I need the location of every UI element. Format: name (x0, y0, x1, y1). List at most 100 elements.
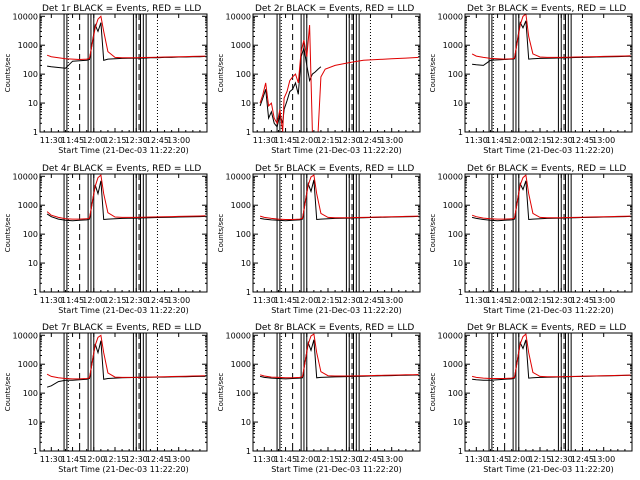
x-tick-label: 12:00 (507, 136, 530, 145)
y-tick-label: 10 (453, 259, 463, 268)
x-axis-label: Start Time (21-Dec-03 11:22:20) (271, 146, 402, 155)
x-tick-label: 11:45 (486, 136, 509, 145)
x-tick-label: 13:00 (380, 455, 403, 464)
series-events (259, 339, 419, 380)
plot-frame (39, 13, 208, 133)
series-events (46, 180, 206, 222)
y-tick-label: 1 (458, 288, 463, 297)
x-tick-label: 11:30 (465, 136, 488, 145)
x-axis-label: Start Time (21-Dec-03 11:22:20) (483, 465, 614, 474)
x-tick-label: 11:30 (465, 455, 488, 464)
y-tick-label: 100 (23, 230, 38, 239)
y-tick-label: 1 (246, 128, 251, 137)
series-lld (259, 24, 419, 132)
x-tick-label: 11:30 (465, 296, 488, 305)
x-tick-label: 12:45 (146, 296, 169, 305)
x-tick-label: 12:00 (295, 296, 318, 305)
x-tick-label: 11:30 (40, 296, 63, 305)
x-tick-label: 13:00 (380, 296, 403, 305)
y-tick-label: 1 (33, 447, 38, 456)
x-tick-label: 11:30 (40, 455, 63, 464)
y-axis-label: Counts/sec (4, 214, 12, 253)
y-tick-label: 100 (448, 389, 463, 398)
y-axis-label: Counts/sec (217, 54, 225, 93)
y-tick-label: 10000 (438, 172, 463, 181)
y-tick-label: 1 (246, 288, 251, 297)
x-tick-label: 12:00 (507, 296, 530, 305)
y-tick-label: 10000 (438, 331, 463, 340)
plot-frame (252, 332, 421, 452)
x-tick-label: 12:00 (507, 455, 530, 464)
series-events (471, 180, 631, 222)
y-axis-label: Counts/sec (217, 214, 225, 253)
x-tick-label: 13:00 (592, 136, 615, 145)
x-tick-label: 13:00 (380, 136, 403, 145)
x-tick-label: 12:45 (146, 136, 169, 145)
x-tick-label: 13:00 (167, 455, 190, 464)
x-tick-label: 12:15 (103, 455, 126, 464)
x-tick-label: 12:30 (550, 136, 573, 145)
y-tick-label: 100 (236, 70, 251, 79)
series-events (472, 339, 631, 381)
series-events (260, 179, 419, 222)
series-lld (471, 333, 631, 379)
x-tick-label: 12:00 (295, 136, 318, 145)
panel-title: Det 8r BLACK = Events, RED = LLD (255, 323, 414, 333)
y-tick-label: 10 (241, 259, 251, 268)
y-tick-label: 100 (236, 389, 251, 398)
x-axis-label: Start Time (21-Dec-03 11:22:20) (58, 465, 189, 474)
y-tick-label: 1 (458, 447, 463, 456)
y-tick-label: 10 (28, 259, 38, 268)
x-tick-label: 12:15 (316, 296, 339, 305)
x-tick-label: 12:00 (82, 455, 105, 464)
y-axis-label: Counts/sec (429, 54, 437, 93)
x-tick-label: 12:45 (359, 455, 382, 464)
plot-frame (252, 13, 421, 133)
series-lld (46, 174, 206, 220)
x-tick-label: 11:45 (486, 296, 509, 305)
y-tick-label: 1000 (443, 41, 463, 50)
x-tick-label: 12:15 (316, 136, 339, 145)
x-tick-label: 11:45 (61, 296, 84, 305)
panel-title: Det 5r BLACK = Events, RED = LLD (255, 164, 414, 174)
y-axis-label: Counts/sec (217, 373, 225, 412)
panel-title: Det 2r BLACK = Events, RED = LLD (255, 4, 414, 14)
x-tick-label: 13:00 (167, 296, 190, 305)
y-tick-label: 1000 (443, 360, 463, 369)
y-tick-label: 1000 (18, 201, 38, 210)
y-axis-label: Counts/sec (429, 373, 437, 412)
plot-frame (39, 332, 208, 452)
x-tick-label: 12:30 (550, 455, 573, 464)
y-tick-label: 1 (458, 128, 463, 137)
x-axis-label: Start Time (21-Dec-03 11:22:20) (58, 306, 189, 315)
x-tick-label: 11:45 (61, 455, 84, 464)
plot-frame (464, 173, 633, 293)
x-tick-label: 11:30 (253, 296, 276, 305)
x-axis-label: Start Time (21-Dec-03 11:22:20) (271, 306, 402, 315)
x-tick-label: 11:45 (274, 136, 297, 145)
y-tick-label: 1000 (18, 360, 38, 369)
x-tick-label: 12:15 (316, 455, 339, 464)
series-lld (259, 333, 419, 379)
series-lld (46, 15, 206, 61)
plot-frame (464, 332, 633, 452)
x-tick-label: 12:15 (528, 455, 551, 464)
x-tick-label: 11:30 (253, 136, 276, 145)
y-tick-label: 10000 (438, 12, 463, 21)
y-tick-label: 10 (453, 418, 463, 427)
series-lld (46, 334, 206, 380)
y-tick-label: 1 (33, 128, 38, 137)
x-tick-label: 12:30 (338, 136, 361, 145)
x-tick-label: 12:15 (103, 136, 126, 145)
y-tick-label: 10000 (226, 12, 251, 21)
series-lld (259, 174, 419, 220)
x-tick-label: 12:30 (125, 136, 148, 145)
panel-title: Det 9r BLACK = Events, RED = LLD (467, 323, 626, 333)
y-tick-label: 100 (448, 230, 463, 239)
x-tick-label: 12:45 (571, 296, 594, 305)
